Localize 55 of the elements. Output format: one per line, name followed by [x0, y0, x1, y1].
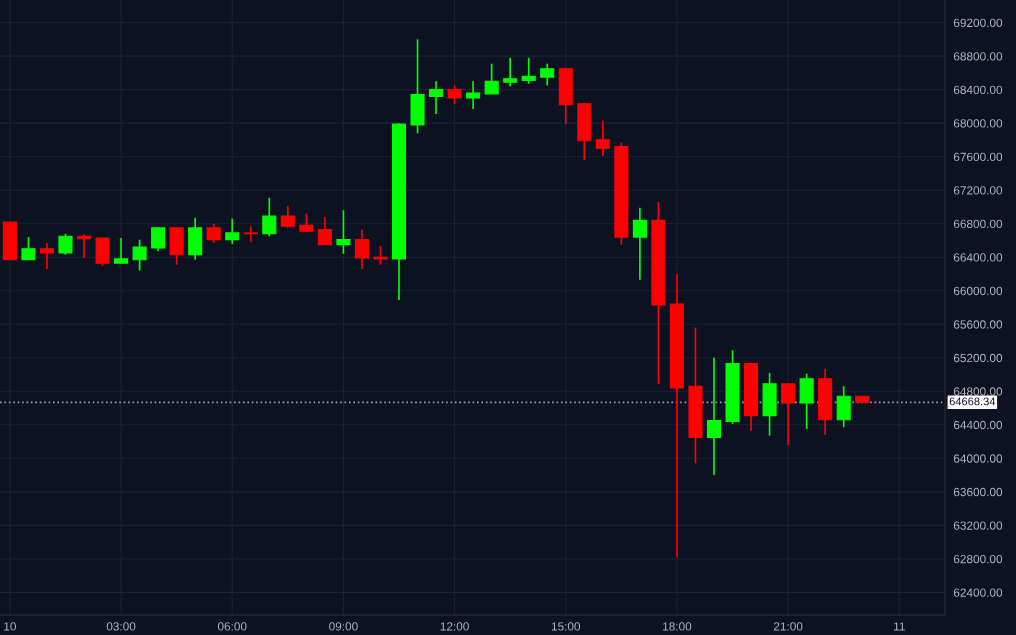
candlestick	[151, 226, 166, 253]
candlestick	[280, 205, 295, 229]
candlestick	[447, 84, 462, 105]
y-tick-label: 65600.00	[953, 320, 1003, 329]
y-tick-label: 64400.00	[953, 420, 1003, 430]
y-tick-label: 65200.00	[953, 353, 1003, 363]
candlestick	[206, 222, 221, 244]
y-tick-label: 63600.00	[953, 487, 1003, 497]
x-tick-label: 18:00	[663, 622, 692, 631]
y-tick-label: 64000.00	[953, 454, 1003, 463]
y-tick-label: 68800.00	[953, 52, 1003, 61]
candlestick	[429, 80, 444, 115]
y-tick-label: 62800.00	[953, 554, 1003, 564]
candlestick	[39, 242, 54, 270]
y-tick-label: 66000.00	[953, 286, 1003, 296]
candlestick	[58, 232, 73, 256]
x-tick-label: 11	[894, 622, 905, 631]
candlestick	[521, 56, 536, 85]
x-tick-label: 10	[4, 622, 16, 631]
x-tick-label: 12:00	[440, 622, 469, 631]
y-tick-label: 68000.00	[953, 119, 1003, 128]
candlestick	[132, 238, 147, 272]
candlestick	[243, 225, 258, 243]
candlestick	[21, 236, 36, 261]
x-tick-label: 06:00	[217, 622, 247, 631]
candlestick	[317, 216, 332, 246]
y-tick-label: 62400.00	[953, 588, 1003, 597]
x-tick-label: 15:00	[551, 622, 581, 631]
candlestick	[354, 228, 369, 270]
y-tick-label: 67600.00	[953, 152, 1003, 162]
y-tick-label: 66800.00	[953, 219, 1003, 229]
x-tick-label: 03:00	[106, 622, 136, 631]
candlestick	[540, 62, 555, 87]
candlestick	[781, 382, 796, 446]
candlestick	[262, 196, 277, 238]
candlestick	[225, 217, 240, 245]
x-tick-label: 09:00	[329, 622, 358, 631]
y-tick-label: 68400.00	[953, 85, 1003, 95]
candlestick	[706, 356, 722, 476]
y-tick-label: 67200.00	[953, 186, 1003, 195]
y-tick-label: 64800.00	[953, 387, 1003, 396]
candlestick	[632, 206, 647, 281]
candlestick	[484, 62, 499, 95]
candlestick	[503, 56, 518, 88]
candlestick	[336, 209, 351, 255]
candlestick	[836, 385, 851, 429]
candlestick	[373, 245, 388, 266]
candlestick	[114, 237, 129, 264]
y-tick-label: 66400.00	[953, 253, 1003, 262]
candlestick	[466, 80, 481, 110]
x-tick-label: 21:00	[773, 622, 803, 631]
y-tick-label: 63200.00	[953, 521, 1003, 530]
ref-line-label: 64668.34	[949, 397, 996, 406]
y-tick-label: 69200.00	[953, 18, 1003, 28]
candlestick	[595, 119, 610, 157]
